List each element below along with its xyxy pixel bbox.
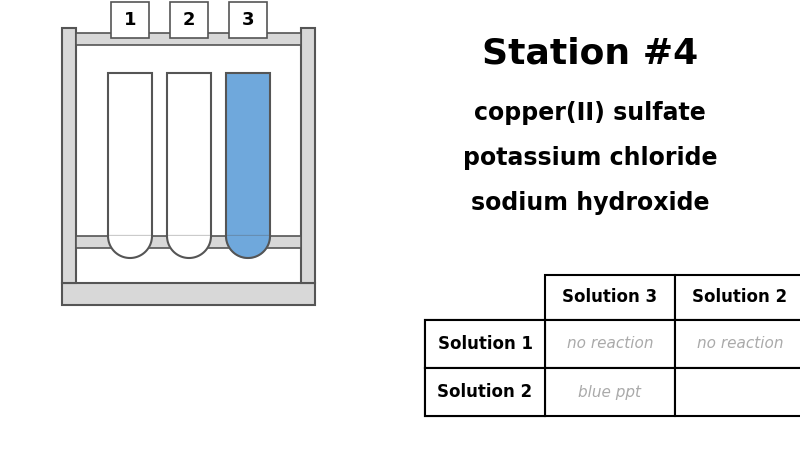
Text: Solution 2: Solution 2 bbox=[438, 383, 533, 401]
Bar bbox=[167, 73, 211, 236]
Text: Solution 1: Solution 1 bbox=[438, 335, 533, 353]
Bar bbox=[545, 320, 675, 368]
Bar bbox=[229, 2, 267, 38]
Text: Solution 3: Solution 3 bbox=[562, 289, 658, 307]
Bar bbox=[76, 236, 301, 248]
Bar bbox=[108, 73, 152, 236]
Bar bbox=[545, 368, 675, 416]
Bar bbox=[62, 283, 315, 305]
Bar bbox=[111, 2, 149, 38]
Bar bbox=[675, 275, 800, 320]
Bar bbox=[425, 368, 545, 416]
Text: sodium hydroxide: sodium hydroxide bbox=[470, 191, 710, 215]
Text: 2: 2 bbox=[182, 11, 195, 29]
Text: 3: 3 bbox=[242, 11, 254, 29]
Bar bbox=[425, 320, 545, 368]
Bar bbox=[545, 275, 675, 320]
Text: no reaction: no reaction bbox=[697, 337, 783, 352]
Bar bbox=[675, 320, 800, 368]
Text: copper(II) sulfate: copper(II) sulfate bbox=[474, 101, 706, 125]
Polygon shape bbox=[167, 236, 211, 258]
Bar bbox=[301, 28, 315, 283]
Text: Solution 2: Solution 2 bbox=[693, 289, 787, 307]
Text: no reaction: no reaction bbox=[566, 337, 654, 352]
Bar bbox=[62, 28, 76, 283]
Polygon shape bbox=[108, 236, 152, 258]
Text: Station #4: Station #4 bbox=[482, 36, 698, 70]
Text: blue ppt: blue ppt bbox=[578, 385, 642, 400]
Bar bbox=[425, 368, 545, 416]
Text: 1: 1 bbox=[124, 11, 136, 29]
Bar bbox=[425, 320, 545, 368]
Text: potassium chloride: potassium chloride bbox=[462, 146, 718, 170]
Polygon shape bbox=[226, 236, 270, 258]
Bar bbox=[76, 33, 301, 45]
Bar bbox=[675, 368, 800, 416]
Bar bbox=[170, 2, 208, 38]
Bar bbox=[226, 73, 270, 236]
